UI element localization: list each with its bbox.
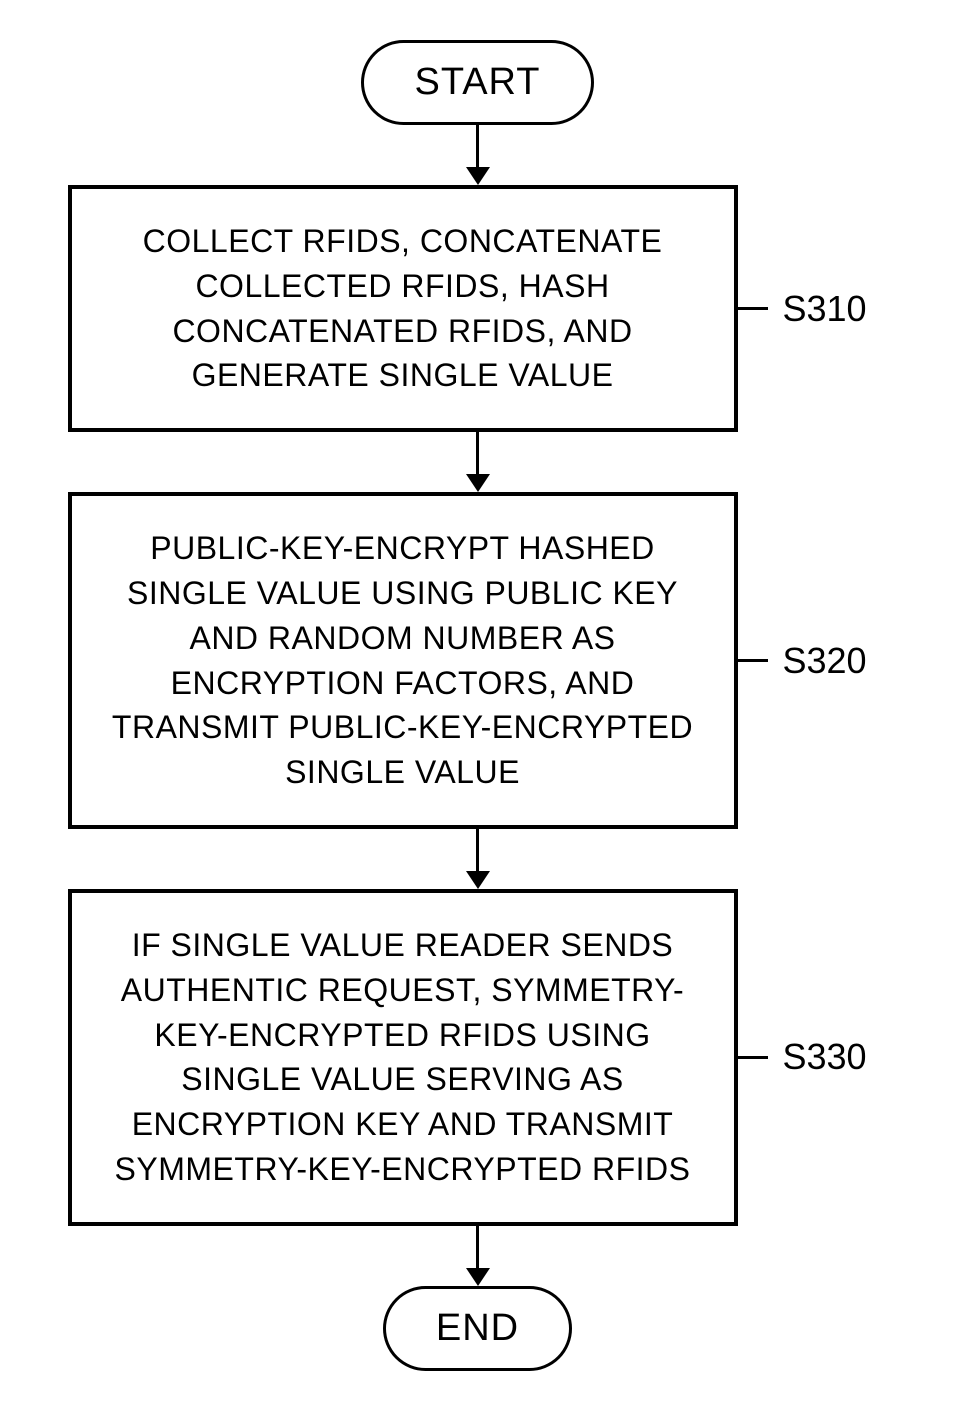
step1-connector	[738, 307, 768, 310]
step2-process: PUBLIC-KEY-ENCRYPT HASHED SINGLE VALUE U…	[68, 492, 738, 829]
step1-label-container: S310	[738, 288, 888, 330]
arrow-line	[476, 432, 479, 474]
start-text: START	[414, 61, 540, 103]
step2-text: PUBLIC-KEY-ENCRYPT HASHED SINGLE VALUE U…	[112, 530, 693, 790]
arrow-line	[476, 125, 479, 167]
flowchart-container: START COLLECT RFIDS, CONCATENATE COLLECT…	[20, 40, 935, 1371]
step3-connector	[738, 1056, 768, 1059]
step1-process: COLLECT RFIDS, CONCATENATE COLLECTED RFI…	[68, 185, 738, 432]
step3-row: IF SINGLE VALUE READER SENDS AUTHENTIC R…	[20, 889, 935, 1226]
start-terminal: START	[361, 40, 593, 125]
step3-text: IF SINGLE VALUE READER SENDS AUTHENTIC R…	[115, 927, 691, 1187]
step3-label: S330	[768, 1036, 867, 1078]
end-terminal: END	[383, 1286, 572, 1371]
step2-label: S320	[768, 640, 867, 682]
step1-text: COLLECT RFIDS, CONCATENATE COLLECTED RFI…	[143, 223, 663, 393]
step1-label: S310	[768, 288, 867, 330]
arrow-head	[466, 871, 490, 889]
step2-row: PUBLIC-KEY-ENCRYPT HASHED SINGLE VALUE U…	[20, 492, 935, 829]
step2-label-container: S320	[738, 640, 888, 682]
step2-connector	[738, 659, 768, 662]
arrow-line	[476, 1226, 479, 1268]
arrow-step1-to-step2	[466, 432, 490, 492]
arrow-start-to-step1	[466, 125, 490, 185]
arrow-head	[466, 167, 490, 185]
end-text: END	[436, 1307, 519, 1349]
arrow-step2-to-step3	[466, 829, 490, 889]
step3-process: IF SINGLE VALUE READER SENDS AUTHENTIC R…	[68, 889, 738, 1226]
arrow-head	[466, 474, 490, 492]
arrow-head	[466, 1268, 490, 1286]
step3-label-container: S330	[738, 1036, 888, 1078]
arrow-line	[476, 829, 479, 871]
step1-row: COLLECT RFIDS, CONCATENATE COLLECTED RFI…	[20, 185, 935, 432]
arrow-step3-to-end	[466, 1226, 490, 1286]
